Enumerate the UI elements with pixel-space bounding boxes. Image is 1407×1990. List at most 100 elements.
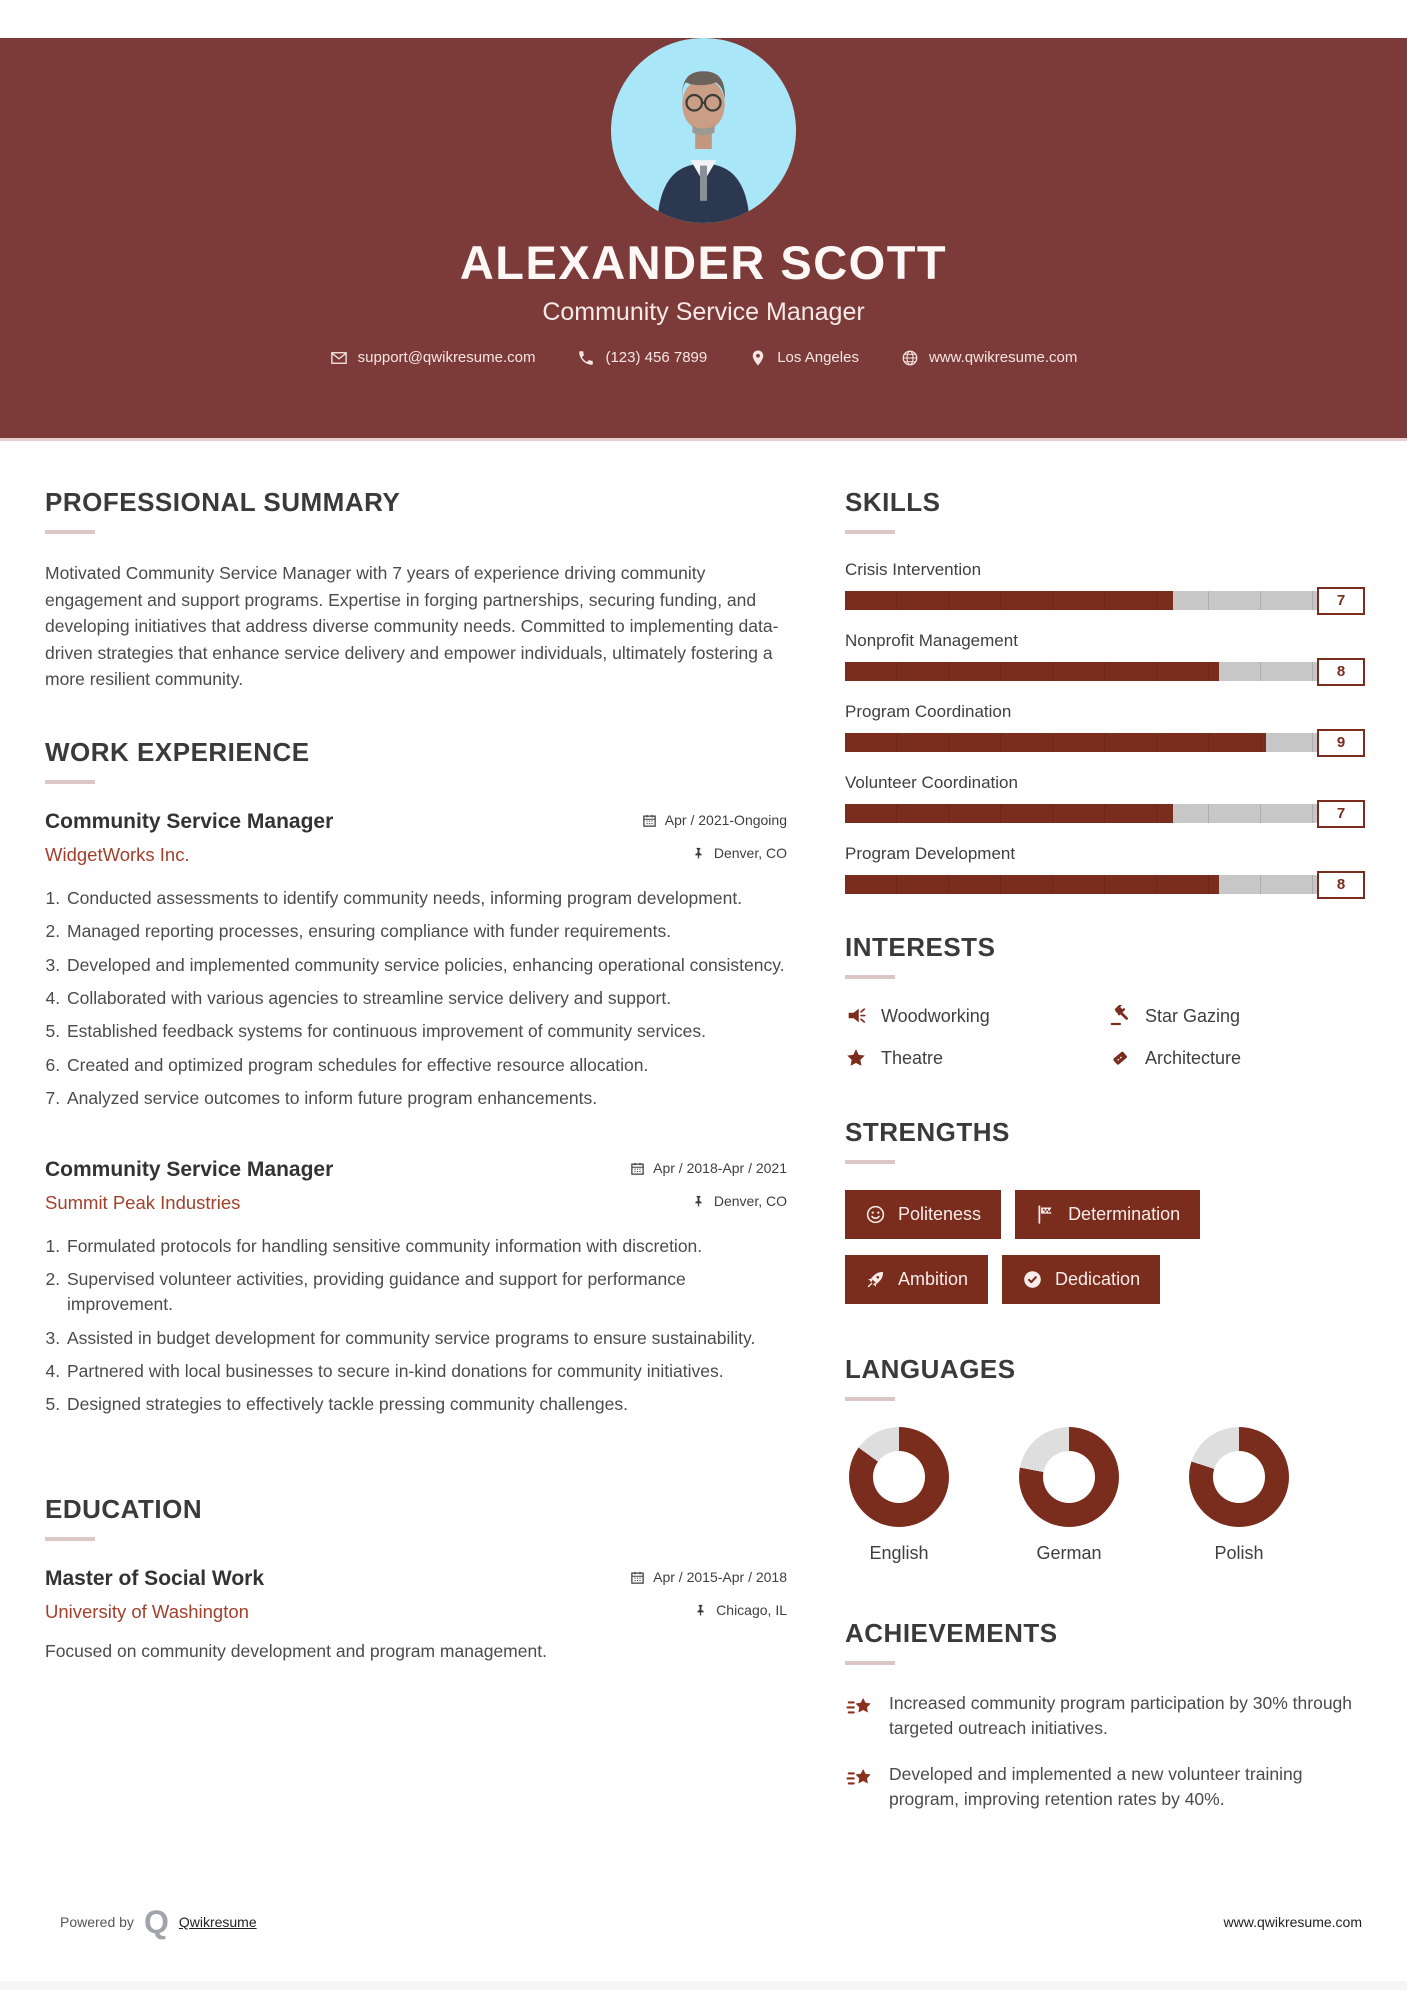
job-bullet: Created and optimized program schedules … [65,1053,787,1078]
interest-label: Star Gazing [1145,1005,1241,1026]
achievement-item: Increased community program participatio… [845,1691,1365,1742]
summary-section: Professional Summary Motivated Community… [45,487,787,693]
achievement-text: Developed and implemented a new voluntee… [889,1763,1303,1810]
person-portrait-illustration [611,38,796,223]
contact-location-text: Los Angeles [777,349,859,367]
star-icon [847,1049,865,1066]
job-bullet: Analyzed service outcomes to inform futu… [65,1086,787,1111]
job-bullet: Assisted in budget development for commu… [65,1326,787,1351]
strength-chip: Dedication [1002,1255,1161,1304]
skill-bar: 7 [845,799,1365,828]
skill-item: Volunteer Coordination 7 [845,773,1365,828]
skill-bar-fill [845,804,1173,823]
skill-label: Crisis Intervention [845,560,982,579]
heading-underline [845,530,895,534]
skills-heading: Skills [845,487,941,517]
language-donut-chart [849,1427,949,1527]
shooting-star-icon [846,1768,871,1785]
job-bullet: Formulated protocols for handling sensit… [65,1234,787,1259]
calendar-icon [643,814,656,827]
rocket-icon [867,1272,883,1288]
skill-item: Program Development 8 [845,844,1365,899]
contact-email[interactable]: support@qwikresume.com [330,349,535,367]
job-entry: Community Service Manager Apr / 2021-Ong… [45,810,787,1112]
job-bullet: Designed strategies to effectively tackl… [65,1392,787,1417]
summary-heading: Professional Summary [45,487,401,517]
person-job-title: Community Service Manager [542,297,865,326]
interest-item: Star Gazing [1109,1005,1365,1027]
job-date-text: Apr / 2018-Apr / 2021 [653,1160,787,1177]
globe-icon [902,350,918,366]
language-item: German [1019,1427,1119,1564]
language-label: Polish [1214,1543,1264,1563]
education-section: Education Master of Social Work Apr / 20… [45,1494,787,1662]
job-location: Denver, CO [691,1193,787,1209]
contact-website[interactable]: www.qwikresume.com [901,349,1077,367]
job-date: Apr / 2021-Ongoing [642,812,787,828]
summary-text: Motivated Community Service Manager with… [45,563,779,690]
skill-score: 8 [1317,657,1365,686]
contact-row: support@qwikresume.com (123) 456 7899 Lo… [0,349,1407,367]
skill-score: 9 [1317,728,1365,757]
interest-label: Architecture [1145,1047,1242,1068]
job-date-text: Apr / 2021-Ongoing [664,812,787,829]
qwikresume-logo-icon: Q [143,1904,169,1940]
skill-bar: 8 [845,870,1365,899]
job-bullet: Managed reporting processes, ensuring co… [65,919,787,944]
qwikresume-link[interactable]: Qwikresume [178,1914,257,1930]
strength-label: Ambition [898,1269,969,1289]
job-location-text: Denver, CO [713,845,787,862]
interest-label: Woodworking [881,1005,990,1026]
language-item: English [849,1427,949,1564]
heading-underline [45,530,95,534]
job-bullets: Formulated protocols for handling sensit… [65,1234,787,1418]
languages-heading: Languages [845,1354,1016,1384]
contact-location: Los Angeles [749,349,859,367]
strength-label: Determination [1068,1204,1181,1224]
job-title: Community Service Manager [45,809,334,833]
footer-website[interactable]: www.qwikresume.com [1223,1914,1362,1930]
job-location-text: Denver, CO [713,1193,787,1210]
heading-underline [45,779,95,784]
work-experience-section: Work Experience Community Service Manage… [45,737,787,1418]
ticket-icon [1113,1051,1127,1065]
education-location: Chicago, IL [693,1602,787,1618]
school-name: University of Washington [45,1600,249,1622]
strengths-heading: Strengths [845,1117,1010,1147]
skill-score: 8 [1317,870,1365,899]
skill-label: Program Development [845,844,1016,863]
footer: Powered by Q Qwikresume www.qwikresume.c… [0,1906,1407,1938]
interest-item: Woodworking [845,1005,1101,1027]
contact-website-text: www.qwikresume.com [928,349,1078,367]
education-heading: Education [45,1493,203,1524]
strength-chip: Determination [1015,1190,1201,1239]
job-location: Denver, CO [691,845,787,861]
right-column: Skills Crisis Intervention 7 Nonprofit M… [845,487,1365,1833]
gavel-icon [1110,1005,1128,1026]
language-donut-chart [1189,1427,1289,1527]
job-bullet: Established feedback systems for continu… [65,1019,787,1044]
header: ALEXANDER SCOTT Community Service Manage… [0,38,1407,441]
skill-label: Program Coordination [845,702,1012,721]
language-label: German [1036,1543,1102,1563]
pushpin-icon [695,1195,702,1207]
strength-label: Dedication [1055,1269,1141,1289]
check-circle-icon [1024,1271,1041,1288]
job-date: Apr / 2018-Apr / 2021 [630,1160,787,1176]
skill-bar: 7 [845,586,1365,615]
strength-label: Politeness [898,1204,982,1224]
calendar-icon [631,1162,644,1175]
skill-item: Nonprofit Management 8 [845,631,1365,686]
job-bullet: Conducted assessments to identify commun… [65,886,787,911]
interests-heading: Interests [845,932,996,962]
work-heading: Work Experience [45,736,310,767]
person-name: ALEXANDER SCOTT [459,236,948,289]
heading-underline [845,1661,895,1665]
skill-item: Program Coordination 9 [845,702,1365,757]
job-bullets: Conducted assessments to identify commun… [65,886,787,1112]
achievement-item: Developed and implemented a new voluntee… [845,1762,1365,1813]
contact-phone[interactable]: (123) 456 7899 [577,349,707,367]
education-date: Apr / 2015-Apr / 2018 [630,1569,787,1585]
skill-label: Volunteer Coordination [845,773,1018,792]
interest-item: Theatre [845,1047,1101,1069]
